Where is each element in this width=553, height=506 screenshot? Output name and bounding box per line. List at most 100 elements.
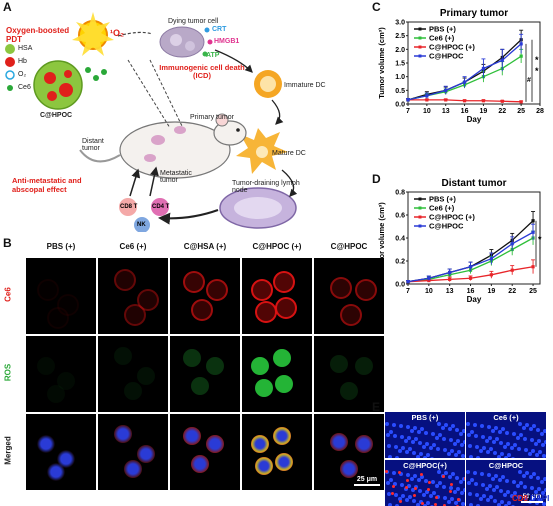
nucleus-dot	[538, 498, 542, 502]
nucleus-dot	[411, 488, 415, 492]
cell-blob	[137, 289, 159, 311]
cell-blob	[191, 455, 209, 473]
cell-blob	[273, 427, 291, 445]
cell-blob	[275, 453, 293, 471]
nucleus-dot	[460, 491, 464, 495]
nucleus-dot	[456, 439, 460, 443]
nucleus-dot	[500, 500, 504, 504]
nucleus-dot	[469, 455, 473, 458]
cell-blob	[37, 435, 55, 453]
cd8-dot	[398, 471, 401, 474]
icd-label: Immunogenic cell death (ICD)	[159, 63, 245, 80]
nucleus-dot	[516, 436, 520, 440]
nucleus-dot	[501, 475, 505, 479]
nucleus-dot	[400, 435, 404, 439]
legend-marker	[418, 36, 422, 40]
cell-blob	[183, 427, 201, 445]
microscopy-e-tile: C@HPOC 50 μm	[466, 460, 546, 506]
nucleus-dot	[479, 449, 483, 453]
distant-tumor-chart: Distant tumor 7 10 13 16 19 22 25 0.0 0.2 0.4 0.6 0.…	[377, 178, 542, 304]
x-tick-label: 25	[517, 108, 525, 115]
y-tick-label: 0.8	[395, 190, 405, 197]
nucleus-dot	[438, 433, 442, 437]
nucleus-dot	[389, 430, 393, 434]
nk-cell	[134, 217, 150, 232]
nucleus-dot	[540, 480, 544, 484]
data-point	[444, 88, 448, 92]
nucleus-dot	[488, 436, 492, 440]
nucleus-dot	[448, 475, 452, 479]
cd4-label: CD4 T	[152, 204, 170, 210]
nucleus-dot	[529, 427, 533, 431]
nucleus-dot	[489, 447, 493, 451]
cell-blob	[340, 382, 358, 400]
nucleus-dot	[388, 455, 392, 458]
primary-tumor-chart: Primary tumor 7 10 13 16 19 22 25 28 0.0 0.5 1.0 1.5…	[377, 8, 544, 124]
microscopy-b-tile	[98, 414, 168, 490]
cd8-dot	[392, 485, 395, 488]
cd8-dot	[434, 503, 437, 506]
data-point	[444, 98, 448, 102]
cell-blob	[340, 460, 358, 478]
nucleus-dot	[420, 427, 424, 431]
data-point	[406, 98, 410, 102]
data-point	[510, 242, 514, 246]
cd8-dot	[464, 477, 465, 480]
microscopy-b-tile	[26, 336, 96, 412]
cd8-dot	[420, 473, 423, 476]
nucleus-dot	[491, 477, 495, 481]
nucleus-dot	[443, 448, 447, 452]
nucleus-dot	[392, 471, 396, 475]
cell-blob	[137, 367, 155, 385]
cell-blob	[183, 349, 201, 367]
y-axis-label: Tumor volume (cm³)	[377, 202, 386, 274]
nucleus-dot	[511, 457, 515, 458]
microscopy-b-row-label: Ce6	[3, 287, 13, 302]
nucleus-dot	[405, 450, 409, 454]
nucleus-dot	[491, 429, 495, 433]
nucleus-dot	[485, 487, 489, 491]
cell-blob	[114, 425, 132, 443]
nucleus-dot	[532, 424, 536, 428]
cd4-t-cell	[151, 198, 169, 216]
nucleus-dot	[542, 454, 546, 458]
nucleus-dot	[531, 497, 535, 501]
singlet-oxygen-label: ¹O₂	[110, 28, 124, 38]
nucleus-dot	[412, 499, 416, 503]
panel-b-label: B	[3, 236, 12, 250]
nucleus-dot	[480, 472, 484, 476]
scale-bar-b: 25 μm	[354, 476, 380, 486]
microscopy-b-col-header: C@HPOC	[330, 242, 368, 251]
nucleus-dot	[443, 496, 447, 500]
cell-blob	[275, 297, 297, 319]
data-point	[531, 230, 535, 234]
cell-blob	[57, 450, 75, 468]
scale-bar-b-line	[354, 484, 380, 486]
nucleus-dot	[393, 482, 397, 486]
nucleus-dot	[467, 433, 471, 437]
legend-label: PBS (+)	[429, 25, 456, 34]
nucleus-dot	[423, 456, 427, 458]
microscopy-b-tile: 25 μm	[314, 414, 384, 490]
nucleus-dot	[492, 440, 496, 444]
nucleus-dot	[453, 490, 457, 494]
data-point	[481, 99, 486, 103]
nucleus-dot	[422, 445, 426, 449]
cell-blob	[251, 279, 273, 301]
nucleus-dot	[386, 481, 390, 485]
nucleus-dot	[387, 492, 391, 496]
cell-blob	[355, 435, 373, 453]
data-point	[427, 276, 431, 280]
nucleus-dot	[417, 430, 421, 434]
x-tick-label: 13	[442, 108, 450, 115]
nucleus-dot	[522, 426, 526, 430]
nucleus-dot	[499, 441, 503, 445]
cell-blob	[137, 445, 155, 463]
nucleus-dot	[542, 502, 546, 506]
nucleus-dot	[504, 456, 508, 458]
nucleus-dot	[462, 429, 465, 433]
nucleus-dot	[432, 443, 436, 447]
nucleus-dot	[482, 446, 486, 450]
data-point	[519, 100, 523, 104]
cell-blob	[330, 355, 348, 373]
